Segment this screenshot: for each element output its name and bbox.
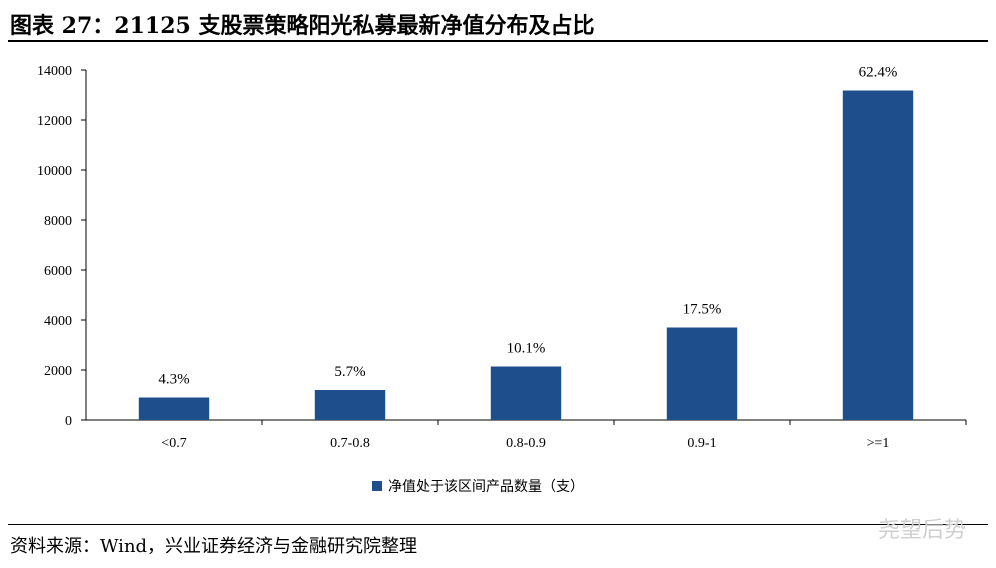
bar (314, 390, 386, 420)
bar-chart: 0 2000 4000 6000 8000 10000 12000 14000 <0.7 0.7-… (37, 64, 967, 495)
watermark-logo: 尧望后势 (877, 518, 966, 543)
x-tick-label: 0.9-1 (687, 436, 716, 451)
source-note: 资料来源：Wind，兴业证券经济与金融研究院整理 (10, 536, 418, 557)
x-tick-label: >=1 (867, 436, 890, 451)
chart-legend: 净值处于该区间产品数量（支） (372, 479, 584, 495)
bar (842, 90, 914, 420)
x-tick-label: 0.8-0.9 (506, 436, 546, 451)
data-label: 4.3% (158, 372, 189, 388)
title-rule (8, 40, 988, 42)
chart-axes: 0 2000 4000 6000 8000 10000 12000 14000 <0.7 0.7-… (37, 64, 967, 451)
data-label: 62.4% (859, 65, 898, 81)
chart-bars: 4.3% 5.7% 10.1% 17.5% 62.4% (138, 65, 914, 420)
chart-title: 图表 27：21125 支股票策略阳光私募最新净值分布及占比 (10, 13, 595, 39)
y-tick-label: 4000 (44, 314, 72, 329)
data-label: 5.7% (334, 364, 365, 380)
y-tick-label: 12000 (37, 114, 72, 129)
legend-label: 净值处于该区间产品数量（支） (388, 479, 584, 495)
y-tick-label: 14000 (37, 64, 72, 79)
x-tick-label: <0.7 (161, 436, 186, 451)
y-tick-label: 10000 (37, 164, 72, 179)
bar (490, 366, 562, 420)
y-tick-label: 2000 (44, 364, 72, 379)
data-label: 17.5% (683, 302, 722, 318)
x-tick-label: 0.7-0.8 (330, 436, 370, 451)
y-tick-label: 0 (65, 414, 72, 429)
data-label: 10.1% (507, 341, 546, 357)
y-tick-label: 6000 (44, 264, 72, 279)
y-tick-label: 8000 (44, 214, 72, 229)
bar (138, 397, 210, 420)
legend-swatch (372, 481, 382, 491)
source-rule (8, 524, 988, 525)
bar (666, 327, 738, 420)
